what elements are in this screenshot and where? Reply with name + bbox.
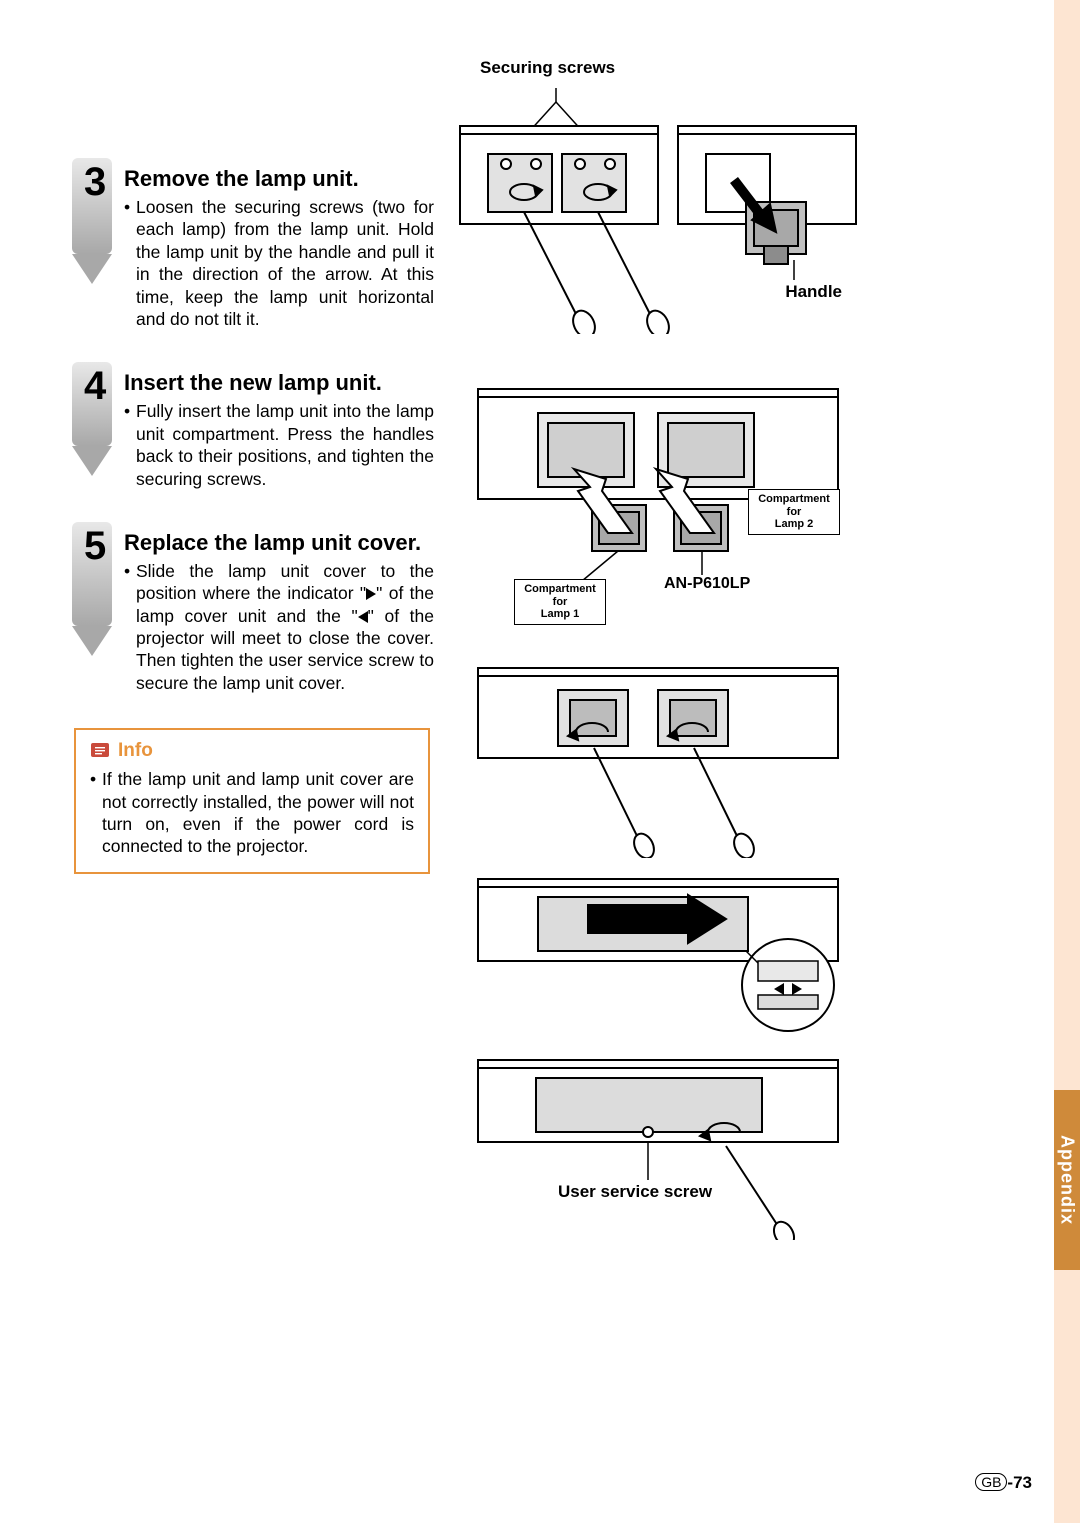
label-compartment-2: CompartmentforLamp 2 bbox=[748, 489, 840, 535]
step-number: 3 bbox=[84, 160, 106, 205]
side-strip bbox=[1054, 0, 1080, 1523]
info-body: •If the lamp unit and lamp unit cover ar… bbox=[90, 768, 414, 858]
diagram-insert: CompartmentforLamp 1 CompartmentforLamp … bbox=[458, 379, 858, 614]
page-number: GB-73 bbox=[975, 1473, 1032, 1493]
info-icon bbox=[90, 742, 112, 760]
label-user-service-screw: User service screw bbox=[558, 1182, 712, 1202]
step-4: 4 Insert the new lamp unit. •Fully inser… bbox=[74, 364, 434, 490]
label-model: AN-P610LP bbox=[664, 575, 750, 593]
diagram-service-screw: User service screw bbox=[458, 1050, 858, 1245]
label-compartment-1: CompartmentforLamp 1 bbox=[514, 579, 606, 625]
instruction-column: 3 Remove the lamp unit. •Loosen the secu… bbox=[74, 160, 434, 874]
label-securing-screws: Securing screws bbox=[480, 58, 858, 78]
step-number: 4 bbox=[84, 364, 106, 409]
diagram-remove: Handle bbox=[458, 84, 858, 339]
diagram-slide-cover bbox=[458, 869, 858, 1044]
step-3: 3 Remove the lamp unit. •Loosen the secu… bbox=[74, 160, 434, 330]
diagram-tighten bbox=[458, 658, 858, 863]
step-title: Replace the lamp unit cover. bbox=[124, 524, 434, 556]
appendix-tab: Appendix bbox=[1054, 1090, 1080, 1270]
appendix-label: Appendix bbox=[1057, 1135, 1078, 1225]
label-handle: Handle bbox=[785, 282, 842, 302]
diagram-column: Securing screws bbox=[458, 58, 858, 1245]
step-body: •Slide the lamp unit cover to the positi… bbox=[124, 560, 434, 694]
step-number: 5 bbox=[84, 524, 106, 569]
info-header: Info bbox=[90, 740, 414, 762]
step-5: 5 Replace the lamp unit cover. •Slide th… bbox=[74, 524, 434, 694]
step-title: Insert the new lamp unit. bbox=[124, 364, 434, 396]
step-body: •Fully insert the lamp unit into the lam… bbox=[124, 400, 434, 490]
step-body: •Loosen the securing screws (two for eac… bbox=[124, 196, 434, 330]
step-title: Remove the lamp unit. bbox=[124, 160, 434, 192]
info-label: Info bbox=[118, 740, 153, 762]
info-box: Info •If the lamp unit and lamp unit cov… bbox=[74, 728, 430, 874]
